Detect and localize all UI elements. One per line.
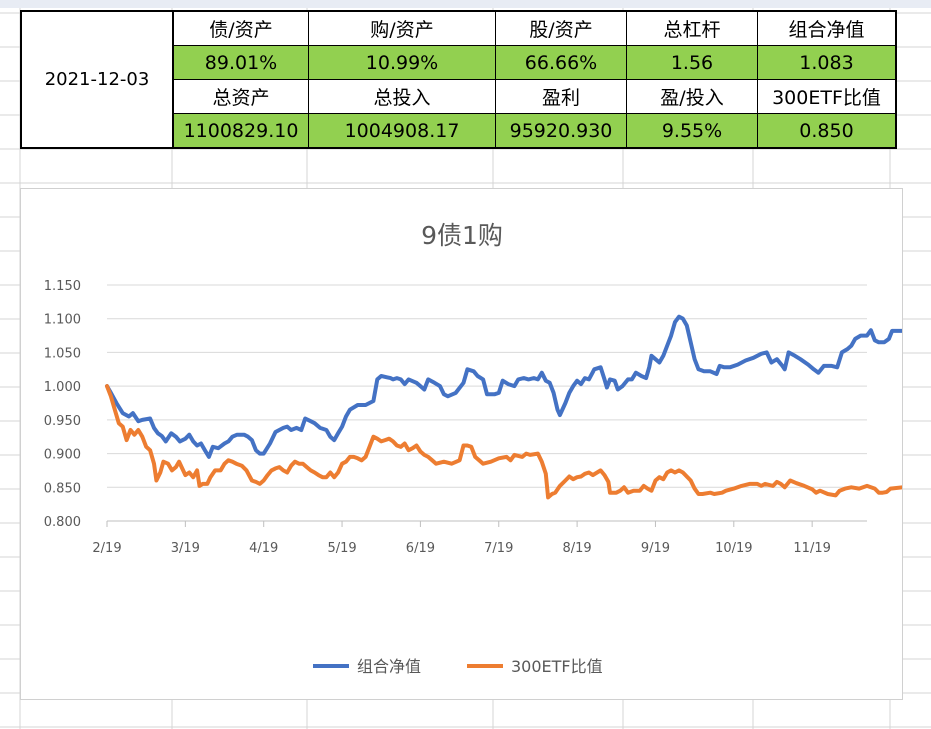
value-total-leverage: 1.56 [626,45,758,80]
y-tick-label: 1.100 [44,313,81,328]
series-line-2 [105,384,902,500]
value-total-invested: 1004908.17 [308,113,496,149]
label-total-leverage: 总杠杆 [626,10,758,46]
x-tick-label: 7/19 [484,541,513,556]
value-profit: 95920.930 [495,113,627,149]
x-tick-label: 5/19 [327,541,356,556]
label-warrant-asset-ratio: 购/资产 [308,10,496,46]
x-tick-label: 8/19 [563,541,592,556]
summary-row-labels-2: 总资产 总投入 盈利 盈/投入 300ETF比值 [21,79,897,114]
chart-title: 9债1购 [421,221,503,250]
x-tick-label: 11/19 [793,541,830,556]
y-tick-label: 1.050 [44,346,81,361]
y-tick-label: 0.850 [44,481,81,496]
summary-table: 2021-12-03 债/资产 购/资产 股/资产 总杠杆 组合净值 89.01… [20,10,897,149]
label-bond-asset-ratio: 债/资产 [172,10,309,46]
value-stock-asset-ratio: 66.66% [495,45,627,80]
series-line-1 [105,314,902,459]
label-etf300-ratio: 300ETF比值 [757,79,897,114]
y-tick-label: 1.000 [44,380,81,395]
y-tick-label: 0.900 [44,448,81,463]
value-total-assets: 1100829.10 [172,113,309,149]
line-chart: 9债1购 0.800 0.850 0.900 0.950 1.000 1.050 1.100… [44,221,902,676]
legend-label-1: 组合净值 [357,657,421,676]
x-tick-label: 9/19 [641,541,670,556]
label-total-invested: 总投入 [308,79,496,114]
x-tick-label: 6/19 [406,541,435,556]
label-profit-over-invested: 盈/投入 [626,79,758,114]
summary-row-labels-1: 2021-12-03 债/资产 购/资产 股/资产 总杠杆 组合净值 [20,10,897,149]
label-total-assets: 总资产 [172,79,309,114]
chart-area[interactable]: 9债1购 0.800 0.850 0.900 0.950 1.000 1.050 1.100… [20,188,903,700]
sheet-header-strip [0,0,931,8]
y-tick-label: 0.950 [44,414,81,429]
value-bond-asset-ratio: 89.01% [172,45,309,80]
summary-row-values-2: 1100829.10 1004908.17 95920.930 9.55% 0.… [21,113,897,149]
legend-label-2: 300ETF比值 [511,657,603,676]
y-tick-label: 1.150 [44,279,81,294]
value-etf300-ratio: 0.850 [757,113,897,149]
value-portfolio-nav: 1.083 [757,45,897,80]
x-tick-label: 3/19 [171,541,200,556]
x-tick-label: 2/19 [92,541,121,556]
value-profit-over-invested: 9.55% [626,113,758,149]
x-tick-label: 4/19 [249,541,278,556]
label-profit: 盈利 [495,79,627,114]
x-tick-label: 10/19 [715,541,752,556]
report-date: 2021-12-03 [20,10,174,149]
label-portfolio-nav: 组合净值 [757,10,897,46]
y-tick-label: 0.800 [44,515,81,530]
value-warrant-asset-ratio: 10.99% [308,45,496,80]
label-stock-asset-ratio: 股/资产 [495,10,627,46]
